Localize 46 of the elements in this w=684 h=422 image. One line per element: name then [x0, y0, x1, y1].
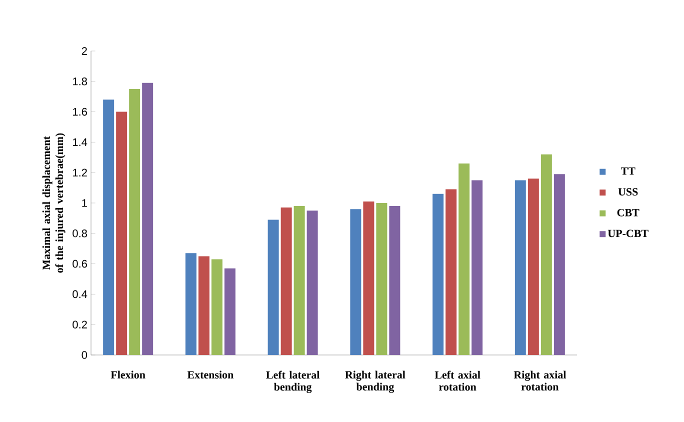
bar	[432, 194, 444, 355]
y-tick-label: 1	[82, 199, 87, 207]
bar	[224, 268, 236, 355]
bar	[528, 178, 539, 355]
x-tick-label: Flexion	[110, 370, 146, 379]
bar	[103, 100, 114, 355]
bar	[211, 259, 222, 355]
x-tick-label: Left lateral bending	[266, 370, 320, 393]
y-axis-title: Maximal axial displacement of the injured vertebrae(mm)	[42, 133, 66, 273]
bar	[446, 189, 457, 355]
x-tick-label: Left axial rotation	[434, 370, 480, 391]
y-tick-label: 1.6	[73, 108, 87, 116]
bar	[458, 163, 470, 355]
y-tick-label: 0.4	[72, 290, 88, 298]
y-tick-label: 0	[82, 351, 88, 359]
bar	[116, 112, 128, 355]
bar	[198, 256, 210, 355]
x-tick-label: Right lateral bending	[345, 370, 406, 393]
bar	[350, 209, 362, 355]
legend-label: UP-CBT	[608, 230, 648, 238]
bar	[472, 180, 483, 355]
bar	[540, 154, 552, 355]
y-tick-label: 1.8	[73, 78, 87, 86]
bar	[280, 208, 292, 355]
bar	[129, 88, 140, 355]
bar	[142, 82, 154, 355]
y-tick-label: 2	[82, 47, 87, 55]
bar	[514, 180, 526, 355]
legend-label: USS	[618, 188, 638, 196]
bar	[376, 202, 388, 355]
x-tick-label: Right axial rotation	[514, 370, 566, 391]
x-tick-label: Extension	[187, 370, 234, 379]
y-tick-label: 0.6	[72, 260, 87, 268]
bar	[268, 220, 279, 355]
bar	[554, 174, 565, 355]
bar	[294, 206, 305, 355]
bar	[389, 206, 400, 355]
legend-label: TT	[620, 167, 636, 175]
y-tick-label: 0.8	[72, 230, 87, 238]
bar	[306, 210, 318, 355]
y-tick-label: 1.2	[73, 168, 87, 176]
y-tick-label: 1.4	[73, 138, 88, 146]
legend-label: CBT	[617, 208, 640, 216]
bar	[185, 253, 196, 355]
y-tick-label: 0.2	[72, 320, 87, 328]
bar	[363, 201, 374, 355]
